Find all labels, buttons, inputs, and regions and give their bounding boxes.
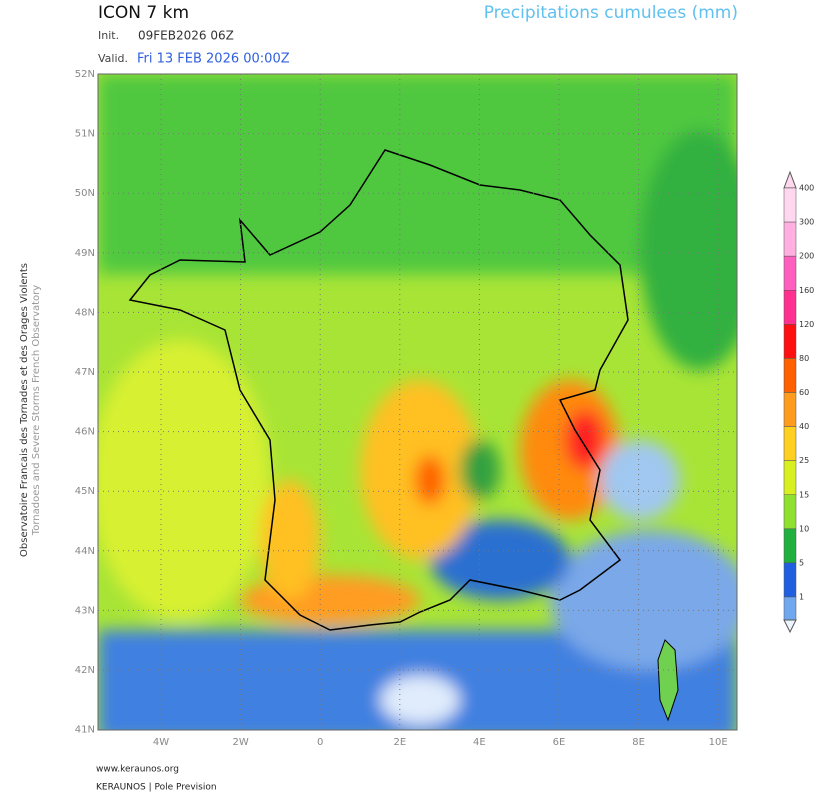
colorbar-label: 60 <box>799 388 809 397</box>
lat-label: 51N <box>75 129 95 140</box>
lon-label: 0 <box>317 737 323 748</box>
lat-label: 45N <box>75 486 95 497</box>
lon-label: 8E <box>632 737 645 748</box>
colorbar-label: 80 <box>799 354 809 363</box>
footer-site: www.keraunos.org <box>96 765 179 775</box>
colorbar-label: 25 <box>799 456 809 465</box>
colorbar-label: 40 <box>799 422 809 431</box>
lat-label: 41N <box>75 725 95 736</box>
colorbar-swatch <box>783 358 797 393</box>
lat-label: 43N <box>75 605 95 616</box>
init-label: Init. <box>98 29 119 42</box>
colorbar-label: 400 <box>799 184 814 193</box>
precip-map <box>98 74 737 730</box>
footer-org: KERAUNOS | Pole Prevision <box>96 783 217 793</box>
lat-label: 47N <box>75 367 95 378</box>
valid-label: Valid. <box>98 52 128 65</box>
colorbar-swatch <box>783 221 797 257</box>
lon-label: 4W <box>153 737 169 748</box>
colorbar-swatch <box>783 562 797 598</box>
colorbar-swatch <box>783 596 797 621</box>
product-title: Precipitations cumulees (mm) <box>484 3 738 23</box>
colorbar-swatch <box>783 290 797 325</box>
lon-label: 2W <box>232 737 248 748</box>
colorbar-label: 300 <box>799 218 814 227</box>
colorbar-label: 200 <box>799 252 814 261</box>
lat-label: 50N <box>75 188 95 199</box>
lon-label: 6E <box>553 737 566 748</box>
lat-label: 46N <box>75 427 95 438</box>
lon-label: 4E <box>473 737 486 748</box>
lon-label: 10E <box>709 737 728 748</box>
colorbar-swatch <box>783 460 797 495</box>
lon-label: 2E <box>393 737 406 748</box>
lat-label: 44N <box>75 546 95 557</box>
colorbar-label: 160 <box>799 286 814 295</box>
lat-label: 52N <box>75 69 95 80</box>
map-frame <box>97 73 738 731</box>
lat-label: 49N <box>75 248 95 259</box>
colorbar-swatch <box>783 494 797 530</box>
colorbar-label: 1 <box>799 593 804 602</box>
colorbar-swatch <box>783 528 797 564</box>
model-title: ICON 7 km <box>98 3 189 23</box>
valid-time: Fri 13 FEB 2026 00:00Z <box>137 52 290 67</box>
colorbar-label: 10 <box>799 524 809 533</box>
colorbar-label: 15 <box>799 490 809 499</box>
init-time: 09FEB2026 06Z <box>138 29 234 43</box>
colorbar: 400 300 200 160 120 80 60 40 25 15 10 5 1 <box>783 170 814 634</box>
lat-label: 42N <box>75 665 95 676</box>
colorbar-swatch <box>783 426 797 461</box>
colorbar-bottom-arrow <box>783 619 797 634</box>
colorbar-swatch <box>783 255 797 291</box>
side-text: Tornadoes and Severe Storms French Obser… <box>31 285 42 536</box>
colorbar-label: 5 <box>799 558 804 567</box>
side-text: Observatoire Francais des Tornades et de… <box>19 263 30 557</box>
colorbar-swatch <box>783 324 797 359</box>
colorbar-swatch <box>783 187 797 223</box>
lat-label: 48N <box>75 307 95 318</box>
colorbar-top-arrow <box>783 170 797 189</box>
colorbar-label: 120 <box>799 320 814 329</box>
colorbar-swatch <box>783 392 797 427</box>
graticule: 52N 51N 50N 49N 48N 47N 46N 45N 44N 43N 42N 41N 4W 2W… <box>75 69 737 748</box>
